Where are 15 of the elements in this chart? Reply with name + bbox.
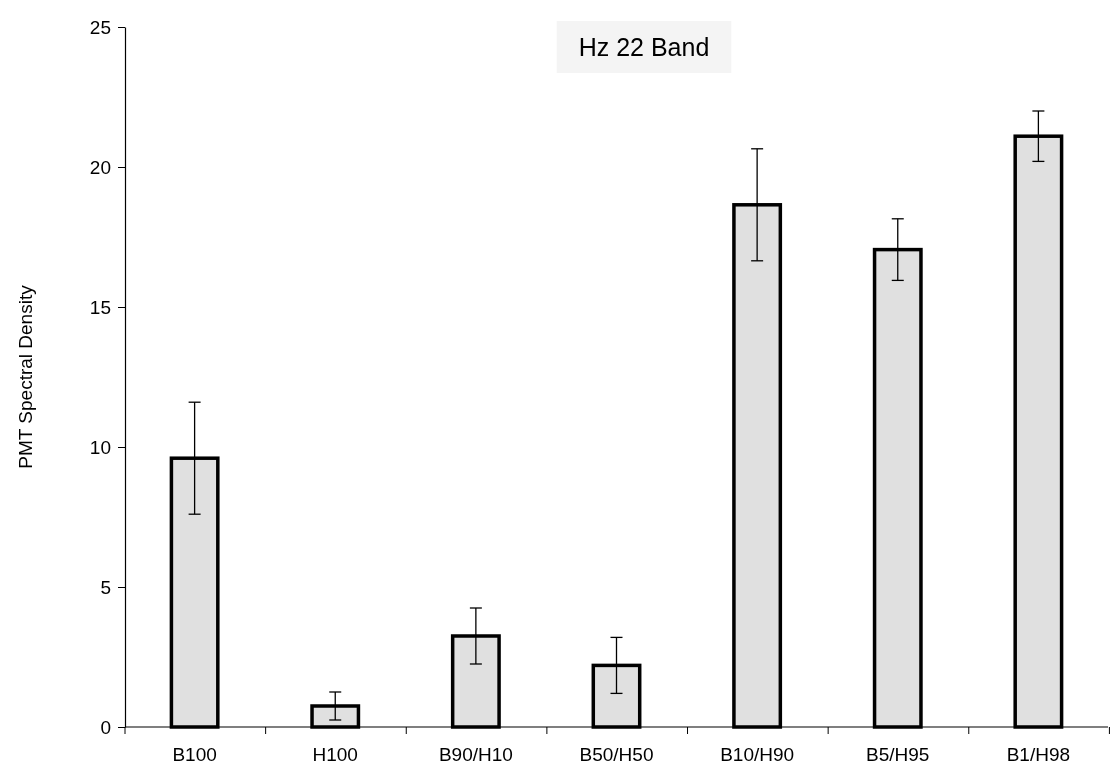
x-tick-label: B1/H98: [1006, 744, 1071, 765]
y-tick-label: 10: [89, 436, 111, 458]
y-tick-label: 0: [100, 716, 111, 738]
x-tick-label: H100: [312, 744, 358, 765]
y-tick-label: 5: [100, 576, 111, 598]
x-tick-label: B5/H95: [866, 744, 930, 765]
y-axis-title: PMT Spectral Density: [15, 284, 36, 469]
x-tick-label: B10/H90: [720, 744, 795, 765]
y-tick-label: 15: [89, 296, 111, 318]
y-tick-label: 25: [89, 16, 111, 38]
x-tick-label: B100: [172, 744, 217, 765]
x-tick-label: B90/H10: [438, 744, 513, 765]
chart-title: Hz 22 Band: [578, 33, 710, 61]
x-tick-label: B50/H50: [579, 744, 654, 765]
y-tick-label: 20: [89, 156, 111, 178]
